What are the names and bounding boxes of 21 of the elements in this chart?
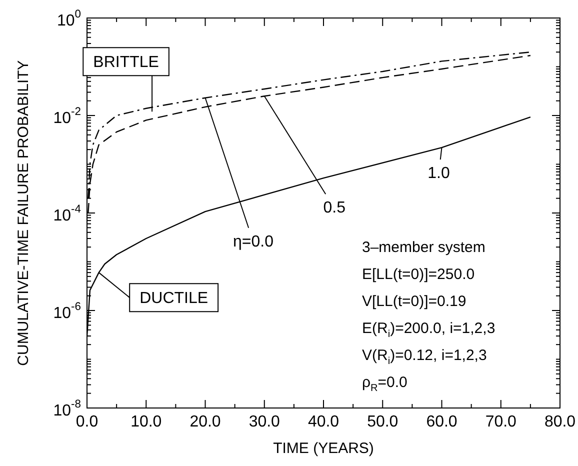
x-tick-label: 40.0 xyxy=(308,413,340,430)
x-tick-label: 10.0 xyxy=(130,413,162,430)
x-tick-label: 30.0 xyxy=(248,413,280,430)
x-tick-label: 70.0 xyxy=(485,413,517,430)
x-tick-label: 20.0 xyxy=(190,413,221,430)
annotation: V(R$_{i}$)=0.12, i=1,2,3 xyxy=(362,346,488,369)
annotation: E[LL(t=0)]=250.0 xyxy=(362,265,476,285)
y-axis-title: CUMULATIVE-TIME FAILURE PROBABILITY xyxy=(15,60,32,366)
x-tick-label: 60.0 xyxy=(426,413,458,430)
x-tick-label: 50.0 xyxy=(367,413,398,430)
annotation: E(R$_{i}$)=200.0, i=1,2,3 xyxy=(362,319,496,342)
annotation: 1.0 xyxy=(428,164,450,182)
annotation: BRITTLE xyxy=(93,54,159,72)
annotation: η=0.0 xyxy=(233,233,274,250)
annotation: 3–member system xyxy=(362,238,486,258)
annotation: ρ$_{R}$=0.0 xyxy=(362,373,408,396)
x-axis-title: TIME (YEARS) xyxy=(273,440,374,457)
annotation: V[LL(t=0)]=0.19 xyxy=(362,292,468,312)
annotation: 0.5 xyxy=(323,200,346,217)
annotation: DUCTILE xyxy=(140,290,208,307)
x-tick-label: 80.0 xyxy=(544,413,576,430)
